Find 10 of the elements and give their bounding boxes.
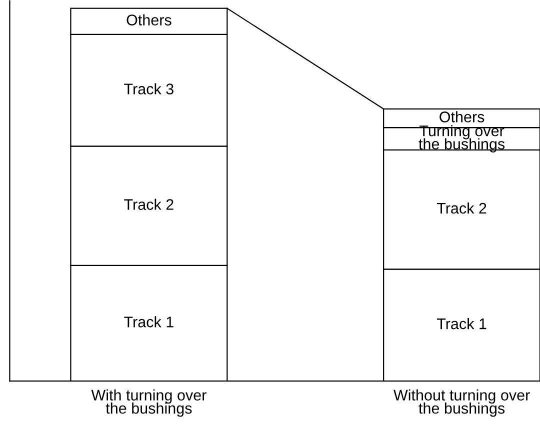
series-label: Others xyxy=(440,111,484,122)
series-label: Track 1 xyxy=(436,318,486,330)
x-tick-label: Without turning over the bushings xyxy=(394,389,530,417)
text: Others xyxy=(126,14,172,26)
series-label: Track 3 xyxy=(124,83,174,94)
series-label: Track 2 xyxy=(124,198,174,210)
series-label: Turning over the bushings xyxy=(418,125,505,152)
x-tick-label: With turning over the bushings xyxy=(91,389,206,417)
text: Track 1 xyxy=(124,316,174,328)
text: Track 2 xyxy=(436,202,486,214)
